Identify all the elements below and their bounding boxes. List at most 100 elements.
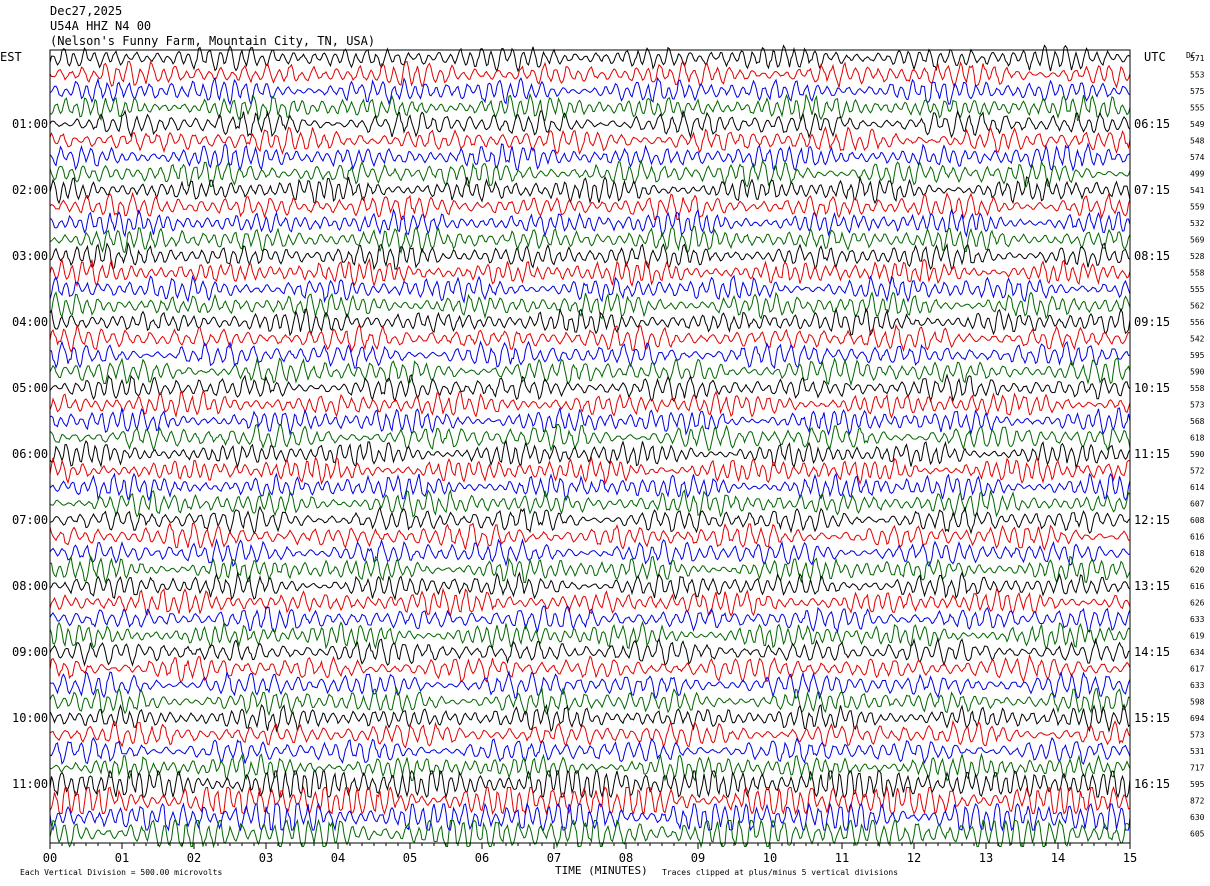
x-tick-label-04: 04 bbox=[331, 851, 345, 865]
left-hour-label-5: 05:00 bbox=[12, 381, 48, 395]
dc-offset-label-48: 605 bbox=[1190, 830, 1205, 839]
dc-offset-label-41: 694 bbox=[1190, 714, 1205, 723]
x-tick-label-03: 03 bbox=[259, 851, 273, 865]
dc-offset-label-27: 614 bbox=[1190, 483, 1205, 492]
station-label: U54A HHZ N4 00 bbox=[50, 19, 152, 33]
dc-offset-label-9: 541 bbox=[1190, 186, 1205, 195]
dc-offset-label-2: 553 bbox=[1190, 71, 1205, 80]
trace-line-47 bbox=[49, 802, 1131, 832]
x-tick-label-15: 15 bbox=[1123, 851, 1137, 865]
trace-line-35 bbox=[49, 605, 1131, 634]
dc-offset-label-3: 575 bbox=[1190, 87, 1205, 96]
left-hour-label-4: 04:00 bbox=[12, 315, 48, 329]
trace-line-28 bbox=[50, 489, 1131, 518]
x-tick-label-14: 14 bbox=[1051, 851, 1065, 865]
trace-line-23 bbox=[49, 407, 1131, 436]
x-tick-label-09: 09 bbox=[691, 851, 705, 865]
right-hour-label-5: 10:15 bbox=[1134, 381, 1170, 395]
trace-line-44 bbox=[49, 752, 1131, 782]
dc-offset-label-34: 626 bbox=[1190, 599, 1205, 608]
dc-offset-label-38: 617 bbox=[1190, 665, 1205, 674]
trace-line-21 bbox=[49, 373, 1131, 403]
dc-offset-label-33: 616 bbox=[1190, 582, 1205, 591]
dc-offset-label-4: 555 bbox=[1190, 104, 1205, 113]
left-hour-label-9: 09:00 bbox=[12, 645, 48, 659]
dc-offset-label-32: 620 bbox=[1190, 566, 1205, 575]
dc-offset-label-16: 562 bbox=[1190, 302, 1205, 311]
trace-line-1 bbox=[49, 44, 1131, 73]
left-hour-label-7: 07:00 bbox=[12, 513, 48, 527]
trace-line-10 bbox=[49, 191, 1131, 221]
trace-line-18 bbox=[49, 323, 1131, 354]
trace-line-2 bbox=[49, 60, 1131, 89]
trace-line-26 bbox=[49, 455, 1131, 486]
dc-offset-label-15: 555 bbox=[1190, 285, 1205, 294]
left-hour-label-11: 11:00 bbox=[12, 777, 48, 791]
x-tick-label-07: 07 bbox=[547, 851, 561, 865]
dc-offset-label-23: 568 bbox=[1190, 417, 1205, 426]
dc-offset-label-42: 573 bbox=[1190, 731, 1205, 740]
trace-line-22 bbox=[49, 390, 1131, 419]
trace-line-31 bbox=[49, 538, 1131, 568]
dc-offset-label-30: 616 bbox=[1190, 533, 1205, 542]
trace-line-19 bbox=[49, 340, 1131, 370]
left-hour-label-3: 03:00 bbox=[12, 249, 48, 263]
x-tick-label-10: 10 bbox=[763, 851, 777, 865]
trace-line-43 bbox=[49, 736, 1131, 765]
x-tick-label-06: 06 bbox=[475, 851, 489, 865]
trace-line-39 bbox=[49, 670, 1131, 700]
trace-line-27 bbox=[49, 472, 1131, 502]
left-hour-labels: 01:00 02:00 03:00 04:00 05:00 06:00 07:00 08:00… bbox=[12, 117, 48, 791]
trace-line-15 bbox=[49, 274, 1131, 304]
left-timezone-label: EST bbox=[0, 50, 22, 64]
dc-offset-label-13: 528 bbox=[1190, 252, 1205, 261]
dc-offset-labels: 571 553 575 555 549 548 574 499 541 559 532 569 528 5… bbox=[1190, 54, 1205, 839]
trace-line-7 bbox=[49, 142, 1130, 172]
trace-line-30 bbox=[49, 522, 1131, 551]
trace-line-33 bbox=[49, 571, 1131, 601]
dc-offset-label-21: 558 bbox=[1190, 384, 1205, 393]
dc-offset-label-35: 633 bbox=[1190, 615, 1205, 624]
right-hour-label-10: 15:15 bbox=[1134, 711, 1170, 725]
right-hour-label-8: 13:15 bbox=[1134, 579, 1170, 593]
dc-offset-label-19: 595 bbox=[1190, 351, 1205, 360]
trace-line-48 bbox=[49, 818, 1131, 849]
dc-offset-label-44: 717 bbox=[1190, 764, 1205, 773]
dc-offset-label-5: 549 bbox=[1190, 120, 1205, 129]
trace-line-38 bbox=[49, 653, 1131, 684]
dc-offset-label-37: 634 bbox=[1190, 648, 1205, 657]
trace-group bbox=[49, 44, 1131, 849]
dc-offset-label-28: 607 bbox=[1190, 500, 1205, 509]
location-label: (Nelson's Funny Farm, Mountain City, TN,… bbox=[50, 34, 376, 48]
x-tick-label-02: 02 bbox=[187, 851, 201, 865]
x-axis-label: TIME (MINUTES) bbox=[555, 864, 648, 877]
trace-line-4 bbox=[49, 92, 1131, 122]
x-tick-label-12: 12 bbox=[907, 851, 921, 865]
x-tick-label-13: 13 bbox=[979, 851, 993, 865]
trace-line-25 bbox=[49, 439, 1131, 469]
dc-offset-label-6: 548 bbox=[1190, 137, 1205, 146]
dc-offset-label-8: 499 bbox=[1190, 170, 1205, 179]
trace-line-45 bbox=[49, 769, 1131, 799]
trace-line-40 bbox=[49, 686, 1131, 717]
dc-offset-label-43: 531 bbox=[1190, 747, 1205, 756]
right-hour-labels: 06:15 07:15 08:15 09:15 10:15 11:15 12:15 13:15… bbox=[1134, 117, 1170, 791]
trace-line-29 bbox=[49, 505, 1131, 535]
dc-offset-label-39: 633 bbox=[1190, 681, 1205, 690]
trace-line-9 bbox=[49, 175, 1131, 205]
dc-offset-label-45: 595 bbox=[1190, 780, 1205, 789]
x-tick-label-00: 00 bbox=[43, 851, 57, 865]
left-hour-label-2: 02:00 bbox=[12, 183, 48, 197]
dc-offset-label-11: 532 bbox=[1190, 219, 1205, 228]
date-label: Dec27,2025 bbox=[50, 4, 123, 18]
dc-offset-label-1: 571 bbox=[1190, 54, 1205, 63]
dc-offset-label-24: 618 bbox=[1190, 434, 1205, 443]
trace-line-36 bbox=[49, 620, 1131, 650]
plot-frame bbox=[49, 49, 1131, 844]
trace-line-11 bbox=[49, 208, 1131, 238]
left-hour-label-10: 10:00 bbox=[12, 711, 48, 725]
right-hour-label-4: 09:15 bbox=[1134, 315, 1170, 329]
x-tick-label-01: 01 bbox=[115, 851, 129, 865]
trace-line-5 bbox=[49, 109, 1131, 139]
